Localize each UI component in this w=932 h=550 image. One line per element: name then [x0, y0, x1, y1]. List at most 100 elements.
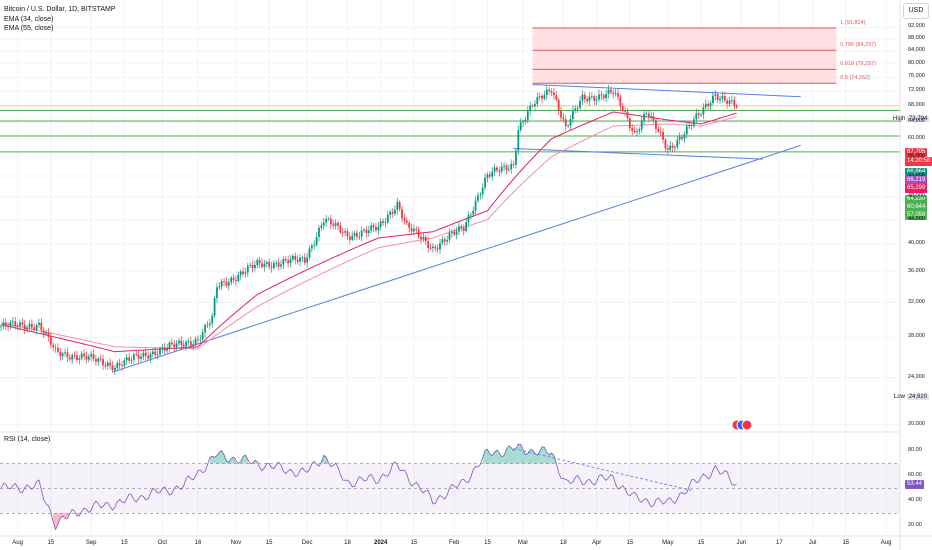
candle[interactable] [289, 259, 292, 264]
candle[interactable] [436, 248, 439, 250]
candle[interactable] [363, 229, 365, 231]
news-badge[interactable] [731, 419, 753, 431]
candle[interactable] [553, 92, 555, 96]
candle[interactable] [99, 358, 102, 360]
candle[interactable] [427, 241, 430, 249]
candle[interactable] [16, 326, 19, 328]
candle[interactable] [560, 110, 562, 118]
candle[interactable] [68, 357, 71, 360]
candle[interactable] [35, 325, 38, 330]
trendline[interactable] [112, 144, 801, 373]
candle[interactable] [132, 354, 135, 360]
candle[interactable] [258, 260, 261, 264]
candle[interactable] [424, 237, 427, 242]
candle[interactable] [189, 341, 192, 346]
candle[interactable] [607, 89, 610, 94]
candle[interactable] [626, 111, 629, 119]
candle[interactable] [187, 341, 190, 343]
candle[interactable] [396, 201, 399, 210]
candle[interactable] [235, 279, 237, 282]
candle[interactable] [688, 125, 691, 127]
candle[interactable] [197, 338, 199, 340]
candle[interactable] [344, 231, 346, 233]
candle[interactable] [322, 222, 325, 226]
candle[interactable] [166, 347, 169, 351]
candle[interactable] [9, 322, 12, 328]
candle[interactable] [92, 354, 95, 359]
candle[interactable] [26, 327, 29, 330]
candle[interactable] [301, 257, 304, 259]
candle[interactable] [652, 116, 655, 121]
candle[interactable] [61, 353, 64, 357]
candle[interactable] [14, 321, 17, 327]
candle[interactable] [244, 272, 247, 275]
candle[interactable] [659, 131, 662, 133]
candle[interactable] [154, 351, 157, 356]
candle[interactable] [598, 94, 600, 100]
candle[interactable] [515, 150, 517, 165]
candle[interactable] [341, 232, 344, 234]
candle[interactable] [398, 201, 401, 210]
candle[interactable] [690, 125, 693, 126]
candle[interactable] [370, 225, 373, 231]
candle[interactable] [638, 129, 641, 132]
candle[interactable] [38, 322, 40, 326]
candle[interactable] [21, 322, 24, 325]
candle[interactable] [700, 114, 702, 116]
candle[interactable] [149, 354, 152, 359]
candle[interactable] [194, 338, 197, 345]
candle[interactable] [204, 325, 206, 333]
candle[interactable] [372, 225, 375, 228]
candle[interactable] [586, 99, 589, 102]
candle[interactable] [299, 257, 301, 262]
candle[interactable] [315, 236, 318, 245]
candle[interactable] [548, 89, 551, 92]
candle[interactable] [458, 226, 460, 232]
candle[interactable] [277, 262, 280, 267]
candle[interactable] [631, 127, 634, 131]
candle[interactable] [695, 113, 698, 120]
candle[interactable] [671, 145, 674, 148]
candle[interactable] [600, 94, 603, 96]
candle[interactable] [147, 355, 150, 359]
candle[interactable] [446, 239, 449, 242]
candle[interactable] [206, 325, 209, 326]
candle[interactable] [294, 255, 297, 260]
candle[interactable] [583, 94, 586, 100]
candle[interactable] [199, 339, 202, 341]
candle[interactable] [735, 105, 738, 108]
candle[interactable] [621, 106, 624, 112]
candle[interactable] [161, 347, 164, 349]
candle[interactable] [588, 96, 591, 102]
candle[interactable] [441, 239, 444, 244]
candle[interactable] [564, 119, 567, 127]
candle[interactable] [220, 281, 223, 287]
candle[interactable] [614, 93, 617, 95]
candle[interactable] [538, 96, 541, 98]
candle[interactable] [275, 262, 278, 264]
candle[interactable] [284, 258, 287, 261]
candle[interactable] [612, 92, 615, 94]
candle[interactable] [517, 130, 520, 151]
candle[interactable] [633, 130, 636, 133]
candle[interactable] [417, 229, 420, 237]
candle[interactable] [484, 177, 486, 188]
candle[interactable] [52, 345, 55, 348]
candle[interactable] [57, 347, 59, 352]
candle[interactable] [576, 107, 579, 109]
trendline[interactable] [513, 148, 763, 160]
candle[interactable] [142, 352, 145, 357]
candle[interactable] [394, 209, 396, 214]
candle[interactable] [163, 347, 166, 351]
candle[interactable] [114, 367, 116, 371]
candle[interactable] [389, 211, 392, 215]
candle[interactable] [465, 222, 468, 231]
candle[interactable] [327, 218, 330, 220]
candle[interactable] [213, 298, 216, 316]
candle[interactable] [681, 136, 683, 139]
candle[interactable] [697, 113, 700, 115]
candle[interactable] [49, 336, 52, 346]
candle[interactable] [647, 113, 650, 118]
candle[interactable] [434, 246, 437, 249]
candle[interactable] [45, 332, 47, 334]
